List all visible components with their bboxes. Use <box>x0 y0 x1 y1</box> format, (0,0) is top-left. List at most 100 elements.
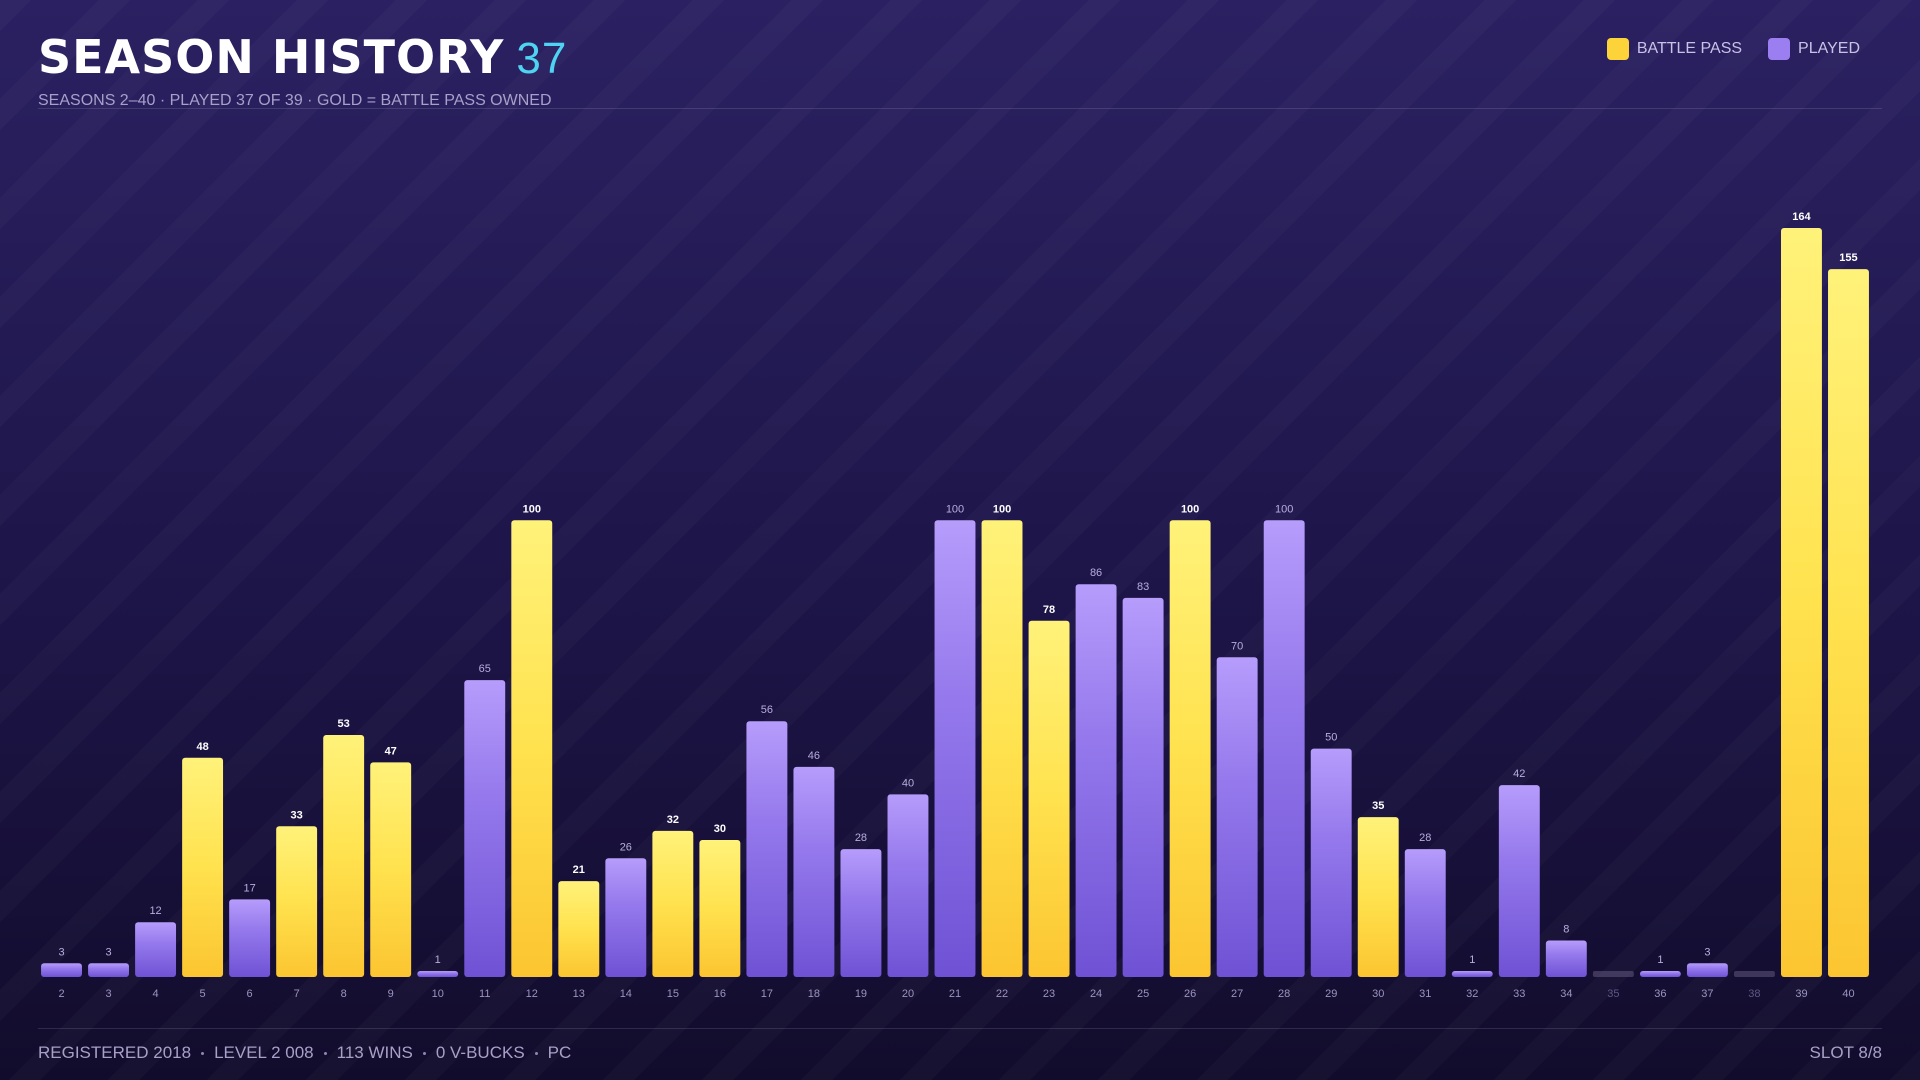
x-tick-label: 27 <box>1231 988 1243 1000</box>
divider <box>38 108 1882 109</box>
bar <box>699 839 741 977</box>
legend: BATTLE PASS PLAYED <box>1606 38 1860 60</box>
title-block: SEASON HISTORY 37 <box>38 30 567 84</box>
bar <box>135 922 177 977</box>
x-tick-label: 28 <box>1278 988 1290 1000</box>
value-label: 1 <box>1657 954 1663 966</box>
footer-item: 0 V-BUCKS <box>435 1043 525 1062</box>
bar <box>229 899 271 977</box>
bar <box>1828 269 1869 978</box>
footer: REGISTERED 2018 LEVEL 2 008 113 WINS 0 V-BU… <box>38 1043 571 1063</box>
x-tick-label: 10 <box>432 988 444 1000</box>
x-tick-label: 34 <box>1560 988 1572 1000</box>
footer-item: LEVEL 2 008 <box>214 1043 314 1062</box>
x-tick-label: 39 <box>1795 988 1807 1000</box>
value-label: 26 <box>620 841 632 853</box>
value-label: 8 <box>1563 923 1569 935</box>
value-label: 35 <box>1372 800 1384 812</box>
bar <box>323 734 365 977</box>
bar <box>370 762 412 977</box>
bar <box>88 963 129 977</box>
bar <box>746 721 788 977</box>
x-tick-label: 13 <box>573 988 585 1000</box>
value-label: 70 <box>1231 640 1243 652</box>
value-label: 28 <box>1419 832 1431 844</box>
value-label: 1 <box>1469 954 1475 966</box>
bar <box>981 520 1023 977</box>
value-label: 3 <box>1704 946 1710 958</box>
x-tick-label: 16 <box>714 988 726 1000</box>
bar <box>887 794 929 977</box>
x-tick-label: 31 <box>1419 988 1431 1000</box>
x-tick-label: 9 <box>388 988 394 1000</box>
x-tick-label: 17 <box>761 988 773 1000</box>
x-tick-label: 21 <box>949 988 961 1000</box>
bar <box>605 858 647 977</box>
x-tick-label: 30 <box>1372 988 1384 1000</box>
bar <box>1263 520 1305 977</box>
x-tick-label: 24 <box>1090 988 1102 1000</box>
x-tick-label: 35 <box>1607 988 1619 1000</box>
x-tick-label: 19 <box>855 988 867 1000</box>
value-label: 50 <box>1325 732 1337 744</box>
value-label: 30 <box>714 823 726 835</box>
x-tick-label: 40 <box>1842 988 1854 1000</box>
bar <box>934 520 976 977</box>
empty-slot <box>1733 971 1775 977</box>
value-label: 65 <box>479 663 491 675</box>
bar <box>1310 748 1352 977</box>
bar <box>417 971 459 977</box>
legend-label: PLAYED <box>1798 40 1860 57</box>
bar <box>793 766 835 977</box>
subtitle: SEASONS 2–40 · PLAYED 37 OF 39 · GOLD = … <box>38 92 552 109</box>
legend-item: BATTLE PASS <box>1606 38 1742 60</box>
slot: SLOT 8/8 <box>1809 1043 1882 1062</box>
x-tick-label: 22 <box>996 988 1008 1000</box>
value-label: 21 <box>573 864 585 876</box>
bar <box>1451 971 1493 977</box>
value-label: 86 <box>1090 567 1102 579</box>
value-label: 1 <box>435 954 441 966</box>
bar <box>652 830 694 977</box>
value-label: 56 <box>761 704 773 716</box>
value-label: 100 <box>946 503 964 515</box>
value-label: 32 <box>667 814 679 826</box>
bar <box>558 881 600 977</box>
value-label: 83 <box>1137 581 1149 593</box>
bar <box>1028 620 1070 977</box>
value-label: 33 <box>291 809 303 821</box>
footer-item: 113 WINS <box>336 1043 413 1062</box>
value-label: 42 <box>1513 768 1525 780</box>
bar <box>1639 971 1681 977</box>
value-label: 100 <box>523 503 541 515</box>
bar <box>511 520 553 977</box>
value-label: 3 <box>58 946 64 958</box>
value-label: 100 <box>1181 503 1199 515</box>
x-tick-label: 11 <box>479 988 490 1000</box>
bar <box>1686 963 1728 977</box>
x-tick-label: 15 <box>667 988 679 1000</box>
bar <box>1357 817 1399 977</box>
empty-slot <box>1592 971 1634 977</box>
bar <box>1216 657 1258 977</box>
value-label: 46 <box>808 750 820 762</box>
value-label: 164 <box>1792 211 1811 223</box>
x-tick-label: 2 <box>58 988 64 1000</box>
separator <box>534 1051 538 1055</box>
x-tick-label: 4 <box>153 988 159 1000</box>
value-label: 100 <box>993 503 1011 515</box>
x-tick-label: 8 <box>341 988 347 1000</box>
x-tick-label: 7 <box>294 988 300 1000</box>
bar <box>1075 584 1117 977</box>
title-value: 37 <box>516 34 568 83</box>
x-tick-label: 29 <box>1325 988 1337 1000</box>
value-label: 53 <box>338 718 350 730</box>
value-label: 40 <box>902 777 914 789</box>
x-tick-label: 20 <box>902 988 914 1000</box>
value-label: 28 <box>855 832 867 844</box>
bar <box>1545 940 1587 977</box>
x-tick-label: 3 <box>105 988 111 1000</box>
x-tick-label: 26 <box>1184 988 1196 1000</box>
x-tick-label: 33 <box>1513 988 1525 1000</box>
